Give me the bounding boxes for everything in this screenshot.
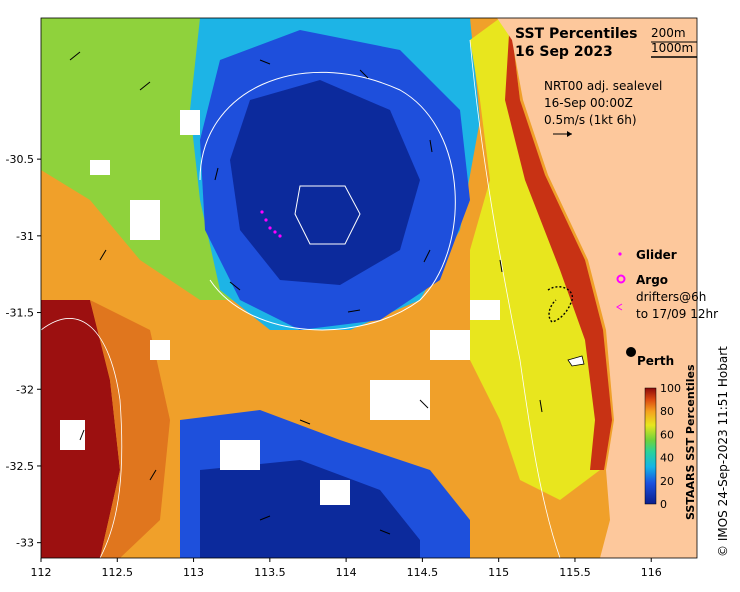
plot-frame [40,17,698,559]
current-vectors [69,51,543,535]
contour-label-200m: 200m [651,26,686,40]
current-scale-arrow [553,131,572,137]
legend-drifters-line1: drifters@6h [636,290,706,304]
legend-glider-label: Glider [636,248,677,262]
y-tick-label: -32 [16,383,34,396]
map-title-line1: SST Percentiles [515,26,638,42]
x-tick-label: 112.5 [102,566,134,579]
drifter-track [547,286,574,323]
colorbar-tick-label: 40 [660,452,674,465]
contour-west [41,318,123,558]
colorbar-title: SSTAARS SST Percentiles [684,364,697,520]
cold-eddy-core [230,80,420,285]
colorbar-tick-label: 100 [660,382,681,395]
x-tick-label: 115.5 [559,566,591,579]
legend-drifters-line2: to 17/09 12hr [636,307,718,321]
contour-200m [469,39,561,558]
x-tick-label: 114.5 [407,566,439,579]
southern-cold-core [200,460,420,558]
y-tick-label: -31 [16,230,34,243]
x-tick-label: 114 [336,566,357,579]
current-info-line1: NRT00 adj. sealevel [544,79,662,93]
y-tick-label: -33 [16,537,34,550]
argo-legend-icon [616,274,626,284]
contour-1000m [199,71,456,331]
current-info-line2: 16-Sep 00:00Z [544,96,633,110]
colorbar-tick-label: 0 [660,498,667,511]
colorbar-tick-label: 20 [660,475,674,488]
cloud-mask [60,110,500,505]
place-label-perth: Perth [637,354,674,368]
perth-marker [626,347,636,357]
glider-legend-icon [618,252,622,256]
y-tick-label: -31.5 [6,307,34,320]
x-tick-label: 113 [183,566,204,579]
latitude-axis: -30.5 -31 -31.5 -32 -32.5 -33 [6,153,41,550]
colorbar-tick-label: 60 [660,428,674,441]
sst-map [41,18,697,558]
y-tick-label: -32.5 [6,460,34,473]
glider-track [260,210,282,238]
contour-label-1000m: 1000m [651,41,693,55]
imos-credit: © IMOS 24-Sep-2023 11:51 Hobart [716,346,730,557]
coastal-warm-strip [505,18,612,470]
drifter-legend-icon [616,303,623,311]
colorbar-ticks: 100 80 60 40 20 0 [660,382,681,511]
x-tick-label: 115 [488,566,509,579]
x-tick-label: 112 [31,566,52,579]
colorbar-tick-label: 80 [660,405,674,418]
swan-river-estuary [567,355,585,367]
percentile-colorbar [644,387,657,505]
current-info-line3: 0.5m/s (1kt 6h) [544,113,637,127]
x-tick-label: 113.5 [254,566,286,579]
eddy-core-contour [294,185,361,245]
shelf-yellow-band [470,18,610,500]
warm-west-fringe [90,300,170,558]
y-tick-label: -30.5 [6,153,34,166]
map-title-line2: 16 Sep 2023 [515,44,613,60]
longitude-axis: 112 112.5 113 113.5 114 114.5 115 115.5 116 [31,558,662,579]
x-tick-label: 116 [641,566,662,579]
legend-argo-label: Argo [636,273,668,287]
